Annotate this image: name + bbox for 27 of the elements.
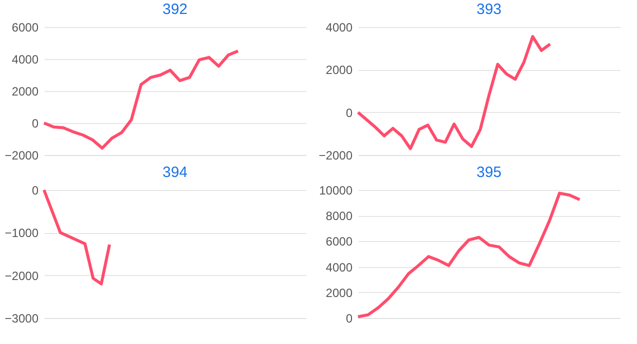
y-tick-label: 4000 bbox=[326, 20, 353, 34]
y-tick-label: 2000 bbox=[12, 84, 39, 98]
chart-title: 393 bbox=[476, 1, 502, 18]
y-tick-label: −1000 bbox=[4, 226, 39, 240]
y-tick-label: 2000 bbox=[326, 286, 353, 300]
y-tick-label: 10000 bbox=[319, 184, 353, 198]
line-series bbox=[42, 188, 111, 286]
y-tick-label: −2000 bbox=[4, 268, 39, 283]
chart-title: 392 bbox=[162, 1, 188, 18]
y-tick-label: 6000 bbox=[326, 234, 353, 249]
y-tick-label: 6000 bbox=[12, 20, 39, 34]
y-tick-label: 4000 bbox=[12, 52, 39, 66]
y-tick-label: 0 bbox=[346, 106, 353, 120]
y-tick-label: 8000 bbox=[326, 209, 353, 224]
y-tick-label: −2000 bbox=[4, 148, 39, 162]
y-tick-label: −3000 bbox=[4, 312, 39, 326]
line-series bbox=[356, 192, 582, 318]
y-tick-label: 0 bbox=[32, 116, 39, 130]
chart-title: 395 bbox=[476, 164, 502, 181]
line-series bbox=[42, 50, 240, 150]
line-series bbox=[356, 35, 552, 150]
y-tick-label: −2000 bbox=[318, 148, 353, 162]
y-tick-label: 4000 bbox=[326, 260, 353, 274]
chart-title: 394 bbox=[162, 164, 188, 181]
y-tick-label: 0 bbox=[346, 312, 353, 326]
y-tick-label: 2000 bbox=[326, 63, 353, 78]
y-tick-label: 0 bbox=[32, 184, 39, 198]
